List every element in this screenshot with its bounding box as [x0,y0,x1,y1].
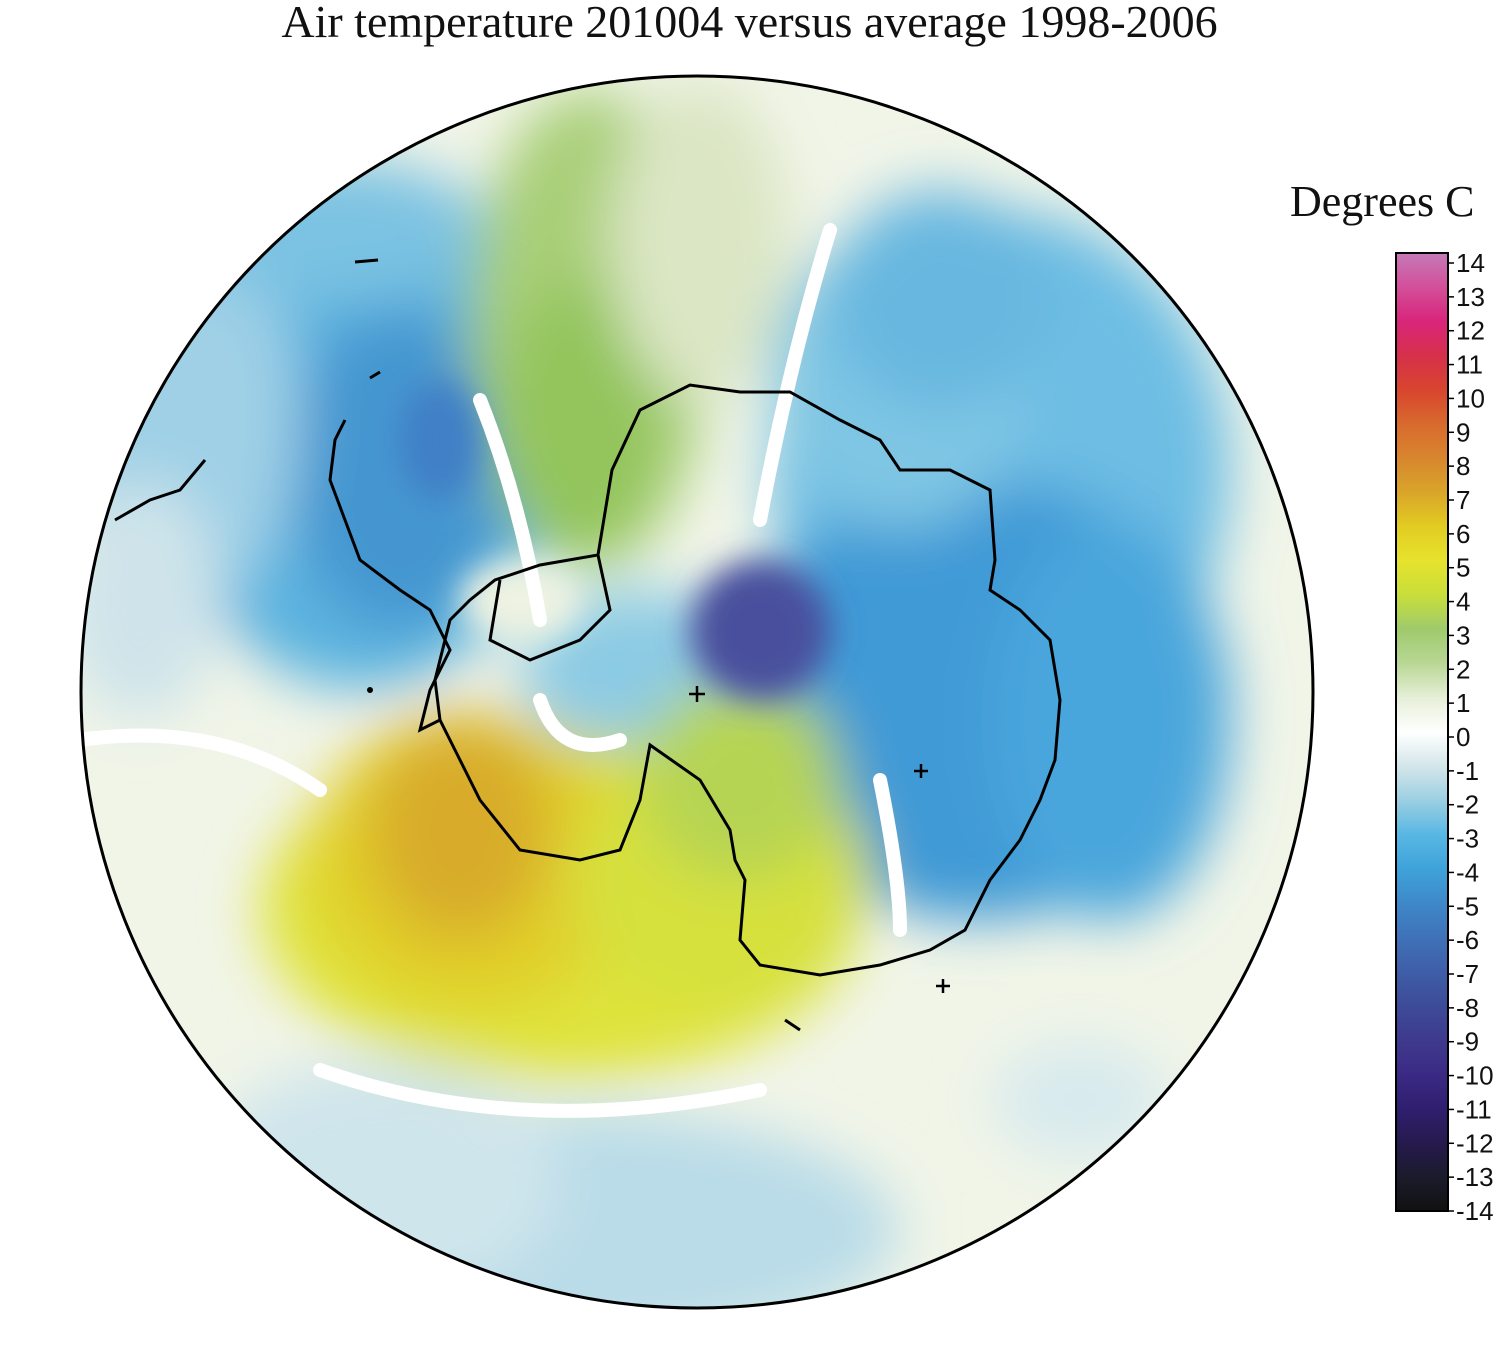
colorbar-tick-label: 8 [1456,451,1470,481]
colorbar-tick-label: -3 [1456,824,1479,854]
colorbar-tick-label: 4 [1456,587,1470,617]
colorbar-tick-label: -7 [1456,959,1479,989]
colorbar-tick-label: 0 [1456,722,1470,752]
colorbar-tick-label: 9 [1456,417,1470,447]
colorbar-tick-label: 1 [1456,688,1470,718]
colorbar-gradient [1395,252,1449,1212]
colorbar-tick-label: -10 [1456,1061,1494,1091]
colorbar-tick-label: 5 [1456,553,1470,583]
colorbar-tick-label: -8 [1456,993,1479,1023]
colorbar-tick-label: 10 [1456,383,1485,413]
colorbar-tick-label: 12 [1456,316,1485,346]
map-border [79,74,1315,1310]
colorbar-tick-label: -1 [1456,756,1479,786]
anomaly-field [81,76,1313,1308]
colorbar-tick-label: 6 [1456,519,1470,549]
chart-title: Air temperature 201004 versus average 19… [281,0,1218,47]
colorbar-tick-label: 13 [1456,282,1485,312]
colorbar-tick-label: -2 [1456,790,1479,820]
colorbar-tick-label: 3 [1456,620,1470,650]
colorbar-tick-label: 14 [1456,248,1485,278]
colorbar-tick-label: -14 [1456,1196,1494,1226]
colorbar-label: Degrees C [1290,177,1475,226]
colorbar-tick-label: -9 [1456,1027,1479,1057]
colorbar-tick-label: -4 [1456,857,1479,887]
colorbar-tick-label: -11 [1456,1094,1492,1124]
colorbar-tick-label: -5 [1456,891,1479,921]
colorbar-tick-label: -13 [1456,1162,1494,1192]
colorbar-tick-label: 11 [1456,350,1483,380]
colorbar-tick-label: 7 [1456,485,1470,515]
reference-markers [689,686,950,993]
colorbar-tick-label: -12 [1456,1128,1494,1158]
colorbar-tick-label: -6 [1456,925,1479,955]
colorbar-tick-label: 2 [1456,654,1470,684]
antarctica-coastline [114,383,1062,977]
